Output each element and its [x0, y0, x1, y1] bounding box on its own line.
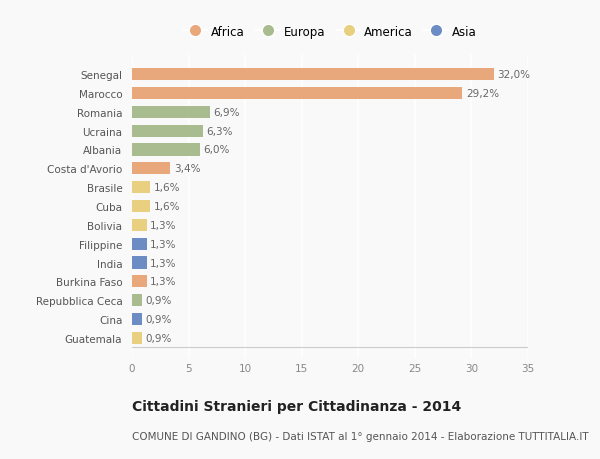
Bar	[132, 125, 203, 137]
Bar	[132, 88, 463, 100]
Bar	[132, 106, 210, 119]
Text: 1,3%: 1,3%	[150, 258, 176, 268]
Bar	[132, 163, 170, 175]
Bar	[132, 238, 147, 250]
Text: 1,3%: 1,3%	[150, 239, 176, 249]
Text: 3,4%: 3,4%	[174, 164, 200, 174]
Text: 6,9%: 6,9%	[214, 107, 240, 118]
Text: 1,3%: 1,3%	[150, 277, 176, 287]
Bar	[132, 219, 147, 231]
Bar	[132, 144, 200, 156]
Text: 6,3%: 6,3%	[206, 126, 233, 136]
Text: Cittadini Stranieri per Cittadinanza - 2014: Cittadini Stranieri per Cittadinanza - 2…	[132, 399, 461, 413]
Text: 0,9%: 0,9%	[146, 333, 172, 343]
Bar	[132, 313, 142, 325]
Text: 1,6%: 1,6%	[154, 202, 180, 212]
Text: 1,3%: 1,3%	[150, 220, 176, 230]
Bar	[132, 69, 494, 81]
Bar	[132, 276, 147, 288]
Text: 32,0%: 32,0%	[497, 70, 530, 80]
Bar	[132, 257, 147, 269]
Text: 0,9%: 0,9%	[146, 314, 172, 325]
Text: 0,9%: 0,9%	[146, 296, 172, 306]
Bar	[132, 294, 142, 307]
Text: 6,0%: 6,0%	[203, 145, 230, 155]
Bar	[132, 201, 150, 213]
Text: 1,6%: 1,6%	[154, 183, 180, 193]
Text: 29,2%: 29,2%	[466, 89, 499, 99]
Bar	[132, 182, 150, 194]
Legend: Africa, Europa, America, Asia: Africa, Europa, America, Asia	[179, 21, 481, 43]
Bar	[132, 332, 142, 344]
Text: COMUNE DI GANDINO (BG) - Dati ISTAT al 1° gennaio 2014 - Elaborazione TUTTITALIA: COMUNE DI GANDINO (BG) - Dati ISTAT al 1…	[132, 431, 589, 442]
